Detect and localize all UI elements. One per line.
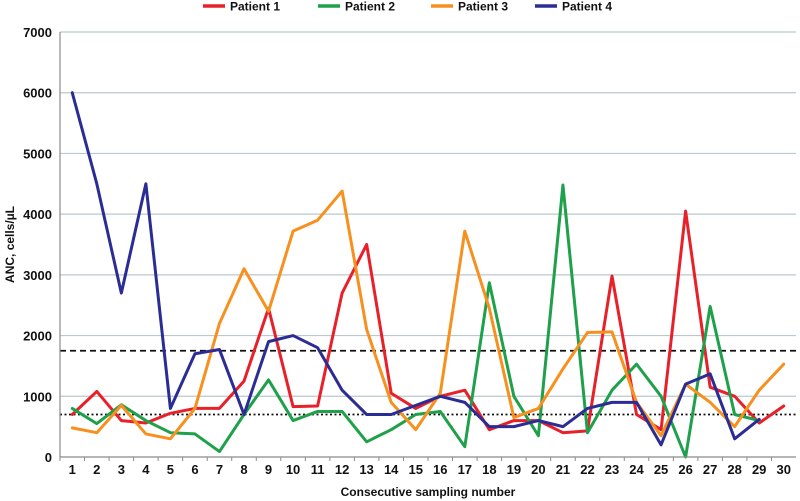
legend-label-2: Patient 2: [345, 0, 395, 14]
legend-label-4: Patient 4: [562, 0, 612, 14]
x-tick-labels: 1 2 3 4 5 6 7 8 9 10 11 12 13 14 15 16 17 18 19 20 21 22 23 24 2…: [69, 462, 791, 477]
y-tick-label: 2000: [23, 329, 52, 344]
series-lines: [70, 91, 786, 459]
x-tick-label: 8: [240, 462, 247, 477]
x-tick-label: 16: [433, 462, 447, 477]
x-tick-label: 4: [142, 462, 150, 477]
x-tick-label: 26: [678, 462, 692, 477]
x-tick-label: 7: [216, 462, 223, 477]
x-tick-label: 24: [629, 462, 644, 477]
y-tick-label: 0: [45, 450, 52, 465]
y-tick-label: 7000: [23, 25, 52, 40]
y-tick-label: 4000: [23, 207, 52, 222]
y-tick-label: 3000: [23, 268, 52, 283]
x-tick-label: 3: [118, 462, 125, 477]
x-tick-label: 1: [69, 462, 76, 477]
x-tick-label: 22: [580, 462, 594, 477]
x-tick-label: 6: [191, 462, 198, 477]
legend: Patient 1 Patient 2 Patient 3 Patient 4: [203, 0, 612, 14]
x-tick-label: 21: [556, 462, 570, 477]
axes: [59, 32, 796, 461]
x-tick-label: 23: [605, 462, 619, 477]
x-tick-label: 10: [286, 462, 300, 477]
x-axis-label: Consecutive sampling number: [341, 485, 516, 499]
x-tick-label: 11: [311, 462, 325, 477]
x-tick-label: 20: [531, 462, 545, 477]
gridlines: [60, 31, 796, 397]
x-tick-label: 30: [776, 462, 790, 477]
x-tick-label: 18: [482, 462, 496, 477]
y-tick-label: 1000: [23, 389, 52, 404]
x-tick-label: 12: [335, 462, 349, 477]
x-tick-label: 14: [384, 462, 399, 477]
x-tick-label: 9: [265, 462, 272, 477]
legend-label-3: Patient 3: [458, 0, 508, 14]
x-tick-label: 13: [359, 462, 373, 477]
x-tick-label: 25: [654, 462, 668, 477]
x-tick-label: 27: [703, 462, 717, 477]
series-line-patient-3: [70, 189, 786, 441]
series-line-patient-2: [70, 183, 761, 459]
x-tick-label: 5: [167, 462, 174, 477]
x-tick-label: 28: [727, 462, 741, 477]
legend-label-1: Patient 1: [230, 0, 280, 14]
x-tick-label: 2: [93, 462, 100, 477]
y-tick-label: 6000: [23, 86, 52, 101]
y-tick-label: 5000: [23, 146, 52, 161]
series-line-patient-4: [70, 91, 761, 447]
y-tick-labels: 0 1000 2000 3000 4000 5000 6000 7000: [23, 25, 52, 465]
x-tick-label: 15: [408, 462, 422, 477]
x-tick-label: 29: [752, 462, 766, 477]
x-tick-label: 19: [507, 462, 521, 477]
x-tick-label: 17: [458, 462, 472, 477]
y-axis-label: ANC, cells/µL: [3, 206, 17, 283]
